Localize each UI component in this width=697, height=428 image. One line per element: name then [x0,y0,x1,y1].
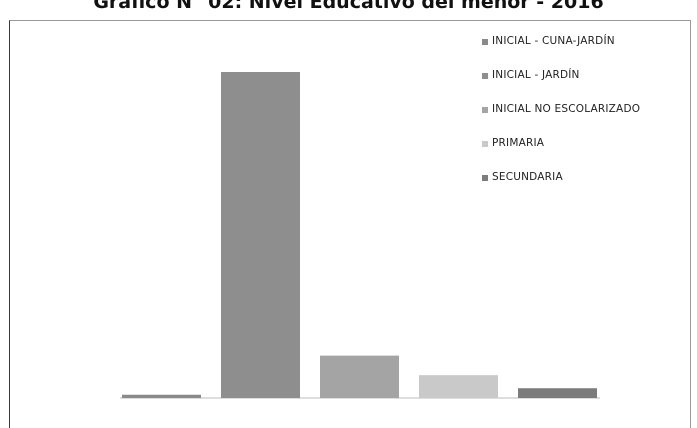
chart-frame [9,20,691,428]
legend-swatch [482,141,488,147]
bar-1 [122,394,201,398]
legend-swatch [482,39,488,45]
legend-label: INICIAL NO ESCOLARIZADO [492,103,641,115]
legend-item: INICIAL NO ESCOLARIZADO [482,103,640,137]
legend-label: INICIAL - JARDÍN [492,69,580,81]
legend-swatch [482,73,488,79]
legend-label: INICIAL - CUNA-JARDÍN [492,35,615,47]
legend-label: SECUNDARIA [492,171,563,183]
legend-item: SECUNDARIA [482,171,640,205]
bars-group [122,72,597,398]
bar-2 [221,72,300,398]
legend-item: INICIAL - CUNA-JARDÍN [482,35,640,69]
legend-item: INICIAL - JARDÍN [482,69,640,103]
chart-legend: INICIAL - CUNA-JARDÍN INICIAL - JARDÍN INI… [482,35,640,205]
legend-item: PRIMARIA [482,137,640,171]
bar-3 [320,355,399,398]
bar-4 [419,375,498,398]
legend-swatch [482,175,488,181]
legend-label: PRIMARIA [492,137,545,149]
chart-title: Gráfico N° 02: Nivel Educativo del menor… [93,0,604,13]
legend-swatch [482,107,488,113]
bar-5 [518,388,597,398]
